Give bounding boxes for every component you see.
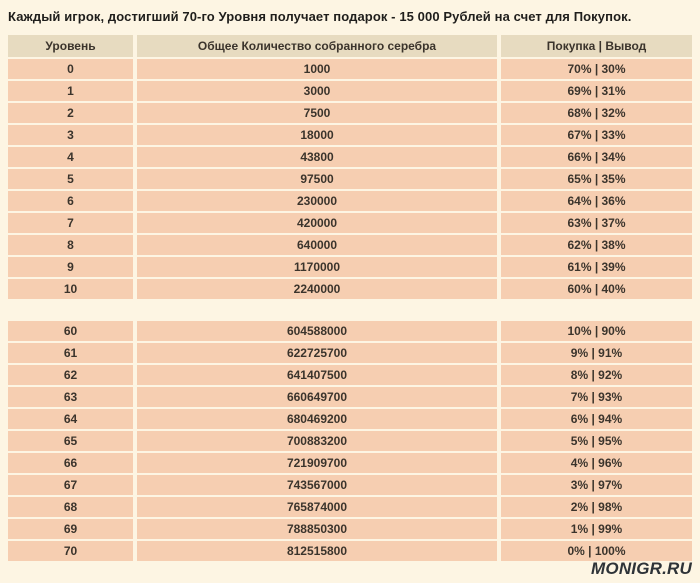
level-cell: 65 [8, 431, 133, 451]
level-cell: 60 [8, 321, 133, 341]
header-buy-withdraw: Покупка | Вывод [501, 35, 692, 57]
ratio-cell: 0% | 100% [501, 541, 692, 561]
silver-cell: 743567000 [137, 475, 497, 495]
levels-table-top: Уровень Общее Количество собранного сере… [8, 35, 692, 299]
level-cell: 0 [8, 59, 133, 79]
silver-cell: 812515800 [137, 541, 497, 561]
silver-cell: 700883200 [137, 431, 497, 451]
table-row: 7 420000 63% | 37% [8, 213, 692, 233]
table-row: 62 641407500 8% | 92% [8, 365, 692, 385]
ratio-cell: 8% | 92% [501, 365, 692, 385]
ratio-cell: 4% | 96% [501, 453, 692, 473]
level-cell: 9 [8, 257, 133, 277]
silver-cell: 622725700 [137, 343, 497, 363]
level-cell: 61 [8, 343, 133, 363]
level-cell: 5 [8, 169, 133, 189]
level-cell: 68 [8, 497, 133, 517]
table-row: 63 660649700 7% | 93% [8, 387, 692, 407]
table-body-bottom: 60 604588000 10% | 90% 61 622725700 9% | 91% 6… [8, 321, 692, 561]
level-cell: 69 [8, 519, 133, 539]
ratio-cell: 70% | 30% [501, 59, 692, 79]
table-row: 67 743567000 3% | 97% [8, 475, 692, 495]
ratio-cell: 60% | 40% [501, 279, 692, 299]
levels-table-bottom: 60 604588000 10% | 90% 61 622725700 9% | 91% 6… [8, 321, 692, 561]
level-cell: 66 [8, 453, 133, 473]
silver-cell: 420000 [137, 213, 497, 233]
table-row: 65 700883200 5% | 95% [8, 431, 692, 451]
level-cell: 1 [8, 81, 133, 101]
silver-cell: 1170000 [137, 257, 497, 277]
page-title: Каждый игрок, достигший 70-го Уровня пол… [8, 9, 632, 24]
level-cell: 3 [8, 125, 133, 145]
table-row: 66 721909700 4% | 96% [8, 453, 692, 473]
level-cell: 63 [8, 387, 133, 407]
silver-cell: 640000 [137, 235, 497, 255]
table-row: 0 1000 70% | 30% [8, 59, 692, 79]
silver-cell: 641407500 [137, 365, 497, 385]
table-row: 9 1170000 61% | 39% [8, 257, 692, 277]
level-cell: 64 [8, 409, 133, 429]
table-row: 1 3000 69% | 31% [8, 81, 692, 101]
ratio-cell: 61% | 39% [501, 257, 692, 277]
table-row: 4 43800 66% | 34% [8, 147, 692, 167]
silver-cell: 721909700 [137, 453, 497, 473]
level-cell: 2 [8, 103, 133, 123]
silver-cell: 2240000 [137, 279, 497, 299]
silver-cell: 3000 [137, 81, 497, 101]
level-cell: 62 [8, 365, 133, 385]
table-row: 69 788850300 1% | 99% [8, 519, 692, 539]
table-row: 68 765874000 2% | 98% [8, 497, 692, 517]
silver-cell: 43800 [137, 147, 497, 167]
level-cell: 8 [8, 235, 133, 255]
ratio-cell: 63% | 37% [501, 213, 692, 233]
silver-cell: 18000 [137, 125, 497, 145]
watermark-monigr: MONIGR.RU [591, 559, 692, 578]
ratio-cell: 62% | 38% [501, 235, 692, 255]
ratio-cell: 9% | 91% [501, 343, 692, 363]
level-cell: 70 [8, 541, 133, 561]
silver-cell: 765874000 [137, 497, 497, 517]
header-level: Уровень [8, 35, 133, 57]
level-cell: 6 [8, 191, 133, 211]
table-row: 8 640000 62% | 38% [8, 235, 692, 255]
silver-cell: 230000 [137, 191, 497, 211]
silver-cell: 604588000 [137, 321, 497, 341]
ratio-cell: 3% | 97% [501, 475, 692, 495]
level-cell: 10 [8, 279, 133, 299]
table-header-row: Уровень Общее Количество собранного сере… [8, 35, 692, 57]
silver-cell: 660649700 [137, 387, 497, 407]
ratio-cell: 10% | 90% [501, 321, 692, 341]
table-row: 6 230000 64% | 36% [8, 191, 692, 211]
ratio-cell: 68% | 32% [501, 103, 692, 123]
table-row: 3 18000 67% | 33% [8, 125, 692, 145]
silver-cell: 680469200 [137, 409, 497, 429]
ratio-cell: 65% | 35% [501, 169, 692, 189]
table-row: 70 812515800 0% | 100% [8, 541, 692, 561]
level-cell: 7 [8, 213, 133, 233]
table-row: 5 97500 65% | 35% [8, 169, 692, 189]
table-row: 10 2240000 60% | 40% [8, 279, 692, 299]
level-cell: 4 [8, 147, 133, 167]
silver-cell: 1000 [137, 59, 497, 79]
silver-cell: 788850300 [137, 519, 497, 539]
ratio-cell: 7% | 93% [501, 387, 692, 407]
ratio-cell: 66% | 34% [501, 147, 692, 167]
level-cell: 67 [8, 475, 133, 495]
ratio-cell: 67% | 33% [501, 125, 692, 145]
ratio-cell: 64% | 36% [501, 191, 692, 211]
ratio-cell: 2% | 98% [501, 497, 692, 517]
table-row: 61 622725700 9% | 91% [8, 343, 692, 363]
silver-cell: 97500 [137, 169, 497, 189]
ratio-cell: 1% | 99% [501, 519, 692, 539]
table-row: 2 7500 68% | 32% [8, 103, 692, 123]
silver-cell: 7500 [137, 103, 497, 123]
ratio-cell: 6% | 94% [501, 409, 692, 429]
table-row: 64 680469200 6% | 94% [8, 409, 692, 429]
table-row: 60 604588000 10% | 90% [8, 321, 692, 341]
header-silver-total: Общее Количество собранного серебра [137, 35, 497, 57]
ratio-cell: 5% | 95% [501, 431, 692, 451]
ratio-cell: 69% | 31% [501, 81, 692, 101]
table-body-top: 0 1000 70% | 30% 1 3000 69% | 31% 2 7500 68% | 3… [8, 59, 692, 299]
